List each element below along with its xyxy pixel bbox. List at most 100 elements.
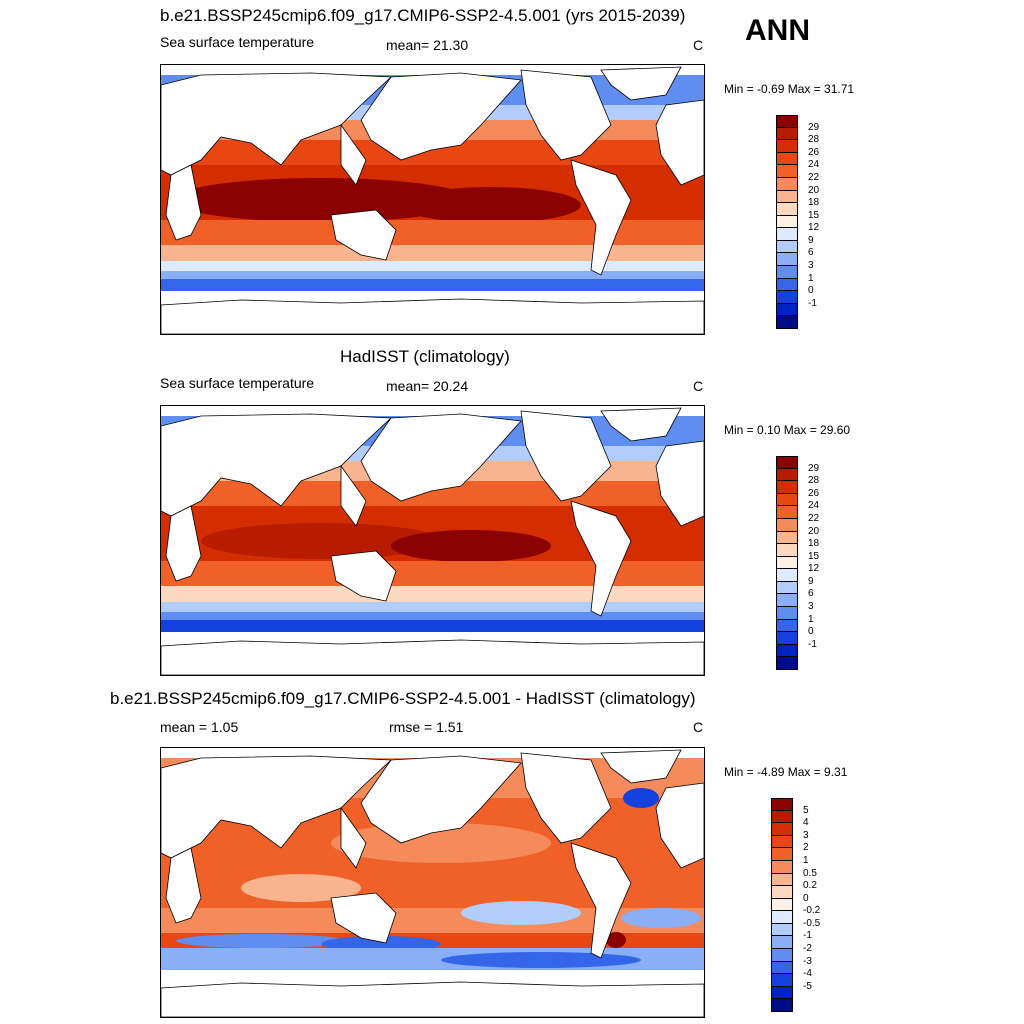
colorbar-cell [776,190,798,204]
colorbar-cell [771,936,793,950]
colorbar-tick-label: 29 [808,462,820,474]
panel-2-map [160,747,705,1018]
colorbar-tick-label: -2 [803,943,812,955]
colorbar-cell [771,911,793,924]
panel-2-title: b.e21.BSSP245cmip6.f09_g17.CMIP6-SSP2-4.… [110,689,696,708]
colorbar-cell [776,619,798,633]
colorbar-cell [776,493,798,507]
colorbar-tick-label: -0.5 [803,917,821,929]
continents [161,407,704,675]
colorbar-tick-label: 28 [808,475,820,487]
continents [161,749,704,1017]
colorbar-cell [771,898,793,912]
colorbar-tick-label: 0 [808,626,814,638]
panel-0-units-label: C [693,37,704,53]
colorbar-tick-label: 24 [808,159,820,171]
colorbar-tick-label: 6 [808,247,814,259]
panel-0-map-svg [161,65,704,334]
colorbar-tick-label: 20 [808,184,820,196]
colorbar-cell [771,873,793,887]
colorbar-cell [771,961,793,975]
colorbar-cell [771,999,793,1012]
colorbar-tick-label: 22 [808,512,820,524]
colorbar-cell [776,177,798,191]
colorbar-tick-label: 0.5 [803,867,817,879]
colorbar-cell [776,253,798,267]
colorbar-cell [776,468,798,482]
colorbar-tick-label: 0 [808,285,814,297]
colorbar-tick-label: 29 [808,121,820,133]
panel-1-colorbar: 29 28 26 24 22 20 18 15 12 9 6 3 1 0 -1 [776,456,856,670]
colorbar-tick-label: 18 [808,538,820,550]
colorbar-cell [776,303,798,317]
colorbar-cell [776,291,798,304]
colorbar-cell [771,974,793,987]
panel-2-map-svg [161,748,704,1017]
colorbar-cell [776,607,798,620]
colorbar-tick-label: 26 [808,487,820,499]
continents [161,66,704,334]
colorbar-tick-label: 9 [808,234,814,246]
colorbar-tick-label: 3 [803,829,809,841]
colorbar-tick-label: -3 [803,955,812,967]
colorbar-cell [776,316,798,329]
colorbar-tick-label: 2 [803,842,809,854]
colorbar-cell [776,531,798,545]
panel-0-map [160,64,705,335]
season-label: ANN [745,14,810,47]
colorbar-cell [771,798,793,811]
panel-2-mean-label: mean = 1.05 [160,719,239,735]
colorbar-tick-label: 15 [808,209,820,221]
colorbar-cell [771,810,793,824]
colorbar-cell [776,506,798,519]
panel-0-title: b.e21.BSSP245cmip6.f09_g17.CMIP6-SSP2-4.… [160,6,686,25]
colorbar-cell [776,544,798,557]
colorbar-cell [776,240,798,254]
sst-difference-bands [161,748,704,1017]
panel-1-map [160,405,705,676]
colorbar-tick-label: 15 [808,550,820,562]
colorbar-cell [776,228,798,241]
colorbar-cell [776,278,798,292]
colorbar-cell [776,632,798,645]
colorbar-tick-label: 3 [808,260,814,272]
colorbar-cell [776,581,798,595]
colorbar-tick-label: 1 [803,854,809,866]
colorbar-tick-label: -1 [803,930,812,942]
colorbar-tick-label: 20 [808,525,820,537]
colorbar-cell [776,165,798,178]
colorbar-tick-label: 12 [808,563,820,575]
colorbar-cell [771,886,793,899]
colorbar-cell [776,556,798,570]
panel-2-minmax: Min = -4.89 Max = 9.31 [724,765,848,779]
panel-1-mean-label: mean= 20.24 [386,378,469,394]
colorbar-tick-label: 1 [808,272,814,284]
panel-0-mean-label: mean= 21.30 [386,37,469,53]
colorbar-cell [771,835,793,849]
colorbar-cell [771,923,793,937]
colorbar-cell [771,860,793,874]
colorbar-tick-label: 22 [808,171,820,183]
colorbar-tick-label: 4 [803,817,809,829]
colorbar-cell [776,657,798,670]
colorbar-cell [776,115,798,128]
panel-0-minmax: Min = -0.69 Max = 31.71 [724,82,855,96]
colorbar-tick-label: 18 [808,197,820,209]
colorbar-tick-label: -1 [808,297,817,309]
panel-2-colorbar: 5 4 3 2 1 0.5 0.2 0 -0.2 -0.5 -1 -2 -3 -4 -5 [771,798,851,1012]
colorbar-cell [776,569,798,582]
panel-1-minmax: Min = 0.10 Max = 29.60 [724,423,851,437]
colorbar-cell [771,823,793,836]
colorbar-cell [771,848,793,861]
colorbar-cell [771,986,793,1000]
colorbar-cell [776,644,798,658]
colorbar-tick-label: -1 [808,638,817,650]
colorbar-cell [776,266,798,279]
colorbar-tick-label: 1 [808,613,814,625]
colorbar-tick-label: 5 [803,804,809,816]
colorbar-cell [776,203,798,216]
colorbar-tick-label: 3 [808,601,814,613]
colorbar-cell [776,127,798,141]
colorbar-tick-label: -5 [803,980,812,992]
colorbar-cell [776,140,798,153]
